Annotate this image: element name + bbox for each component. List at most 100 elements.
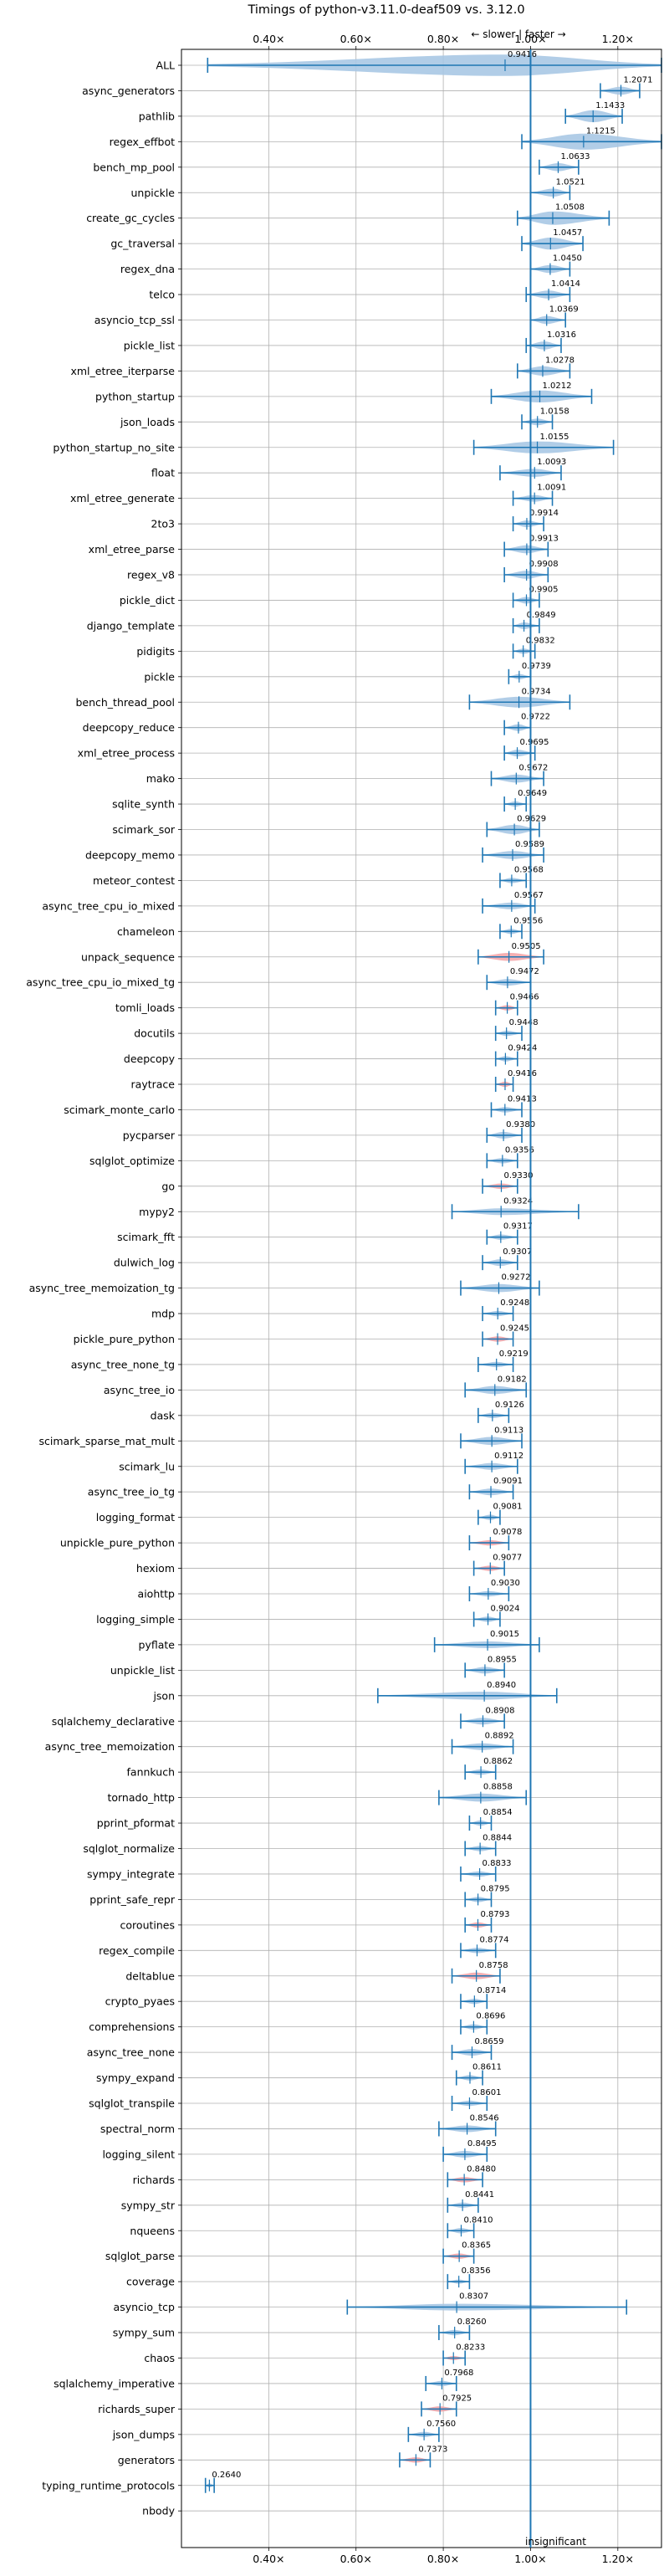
benchmark-label: telco [149,289,175,301]
value-label: 0.9380 [506,1120,535,1129]
benchmark-label: json [152,1689,175,1702]
benchmark-label: python_startup_no_site [53,441,175,453]
benchmark-label: nbody [142,2505,175,2517]
value-label: 0.8833 [483,1859,512,1868]
benchmark-label: sympy_str [121,2199,176,2211]
benchmark-label: async_tree_io_tg [88,1486,175,1498]
benchmark-label: pidigits [136,645,175,658]
value-label: 0.8410 [463,2215,493,2225]
benchmark-label: aiohttp [138,1588,176,1600]
benchmark-label: gc_traversal [110,238,175,250]
value-label: 0.8793 [480,1910,509,1919]
value-label: 0.9472 [510,967,539,976]
benchmark-label: regex_compile [99,1944,175,1957]
benchmark-label: sqlglot_parse [105,2250,175,2262]
benchmark-label: pickle_pure_python [74,1333,175,1345]
value-label: 0.9030 [491,1579,520,1588]
x-tick-label-bottom: 1.00× [514,2553,546,2565]
benchmark-label: sqlglot_transpile [89,2097,175,2110]
value-label: 1.1433 [595,101,625,110]
benchmark-label: xml_etree_iterparse [70,365,175,377]
value-label: 0.9248 [500,1298,529,1308]
value-label: 0.8940 [487,1681,516,1690]
benchmark-label: sqlalchemy_declarative [52,1715,176,1728]
benchmark-label: comprehensions [89,2020,175,2033]
x-tick-label-bottom: 0.80× [427,2553,459,2565]
value-label: 0.8758 [479,1961,508,1970]
benchmark-label: pickle_list [124,339,175,351]
benchmark-label: bench_thread_pool [75,696,175,709]
value-label: 0.9330 [503,1171,533,1180]
value-label: 0.9649 [518,789,547,798]
value-label: 0.9556 [513,916,543,925]
value-label: 0.9734 [522,687,551,696]
value-label: 0.9078 [493,1528,522,1537]
value-label: 0.8546 [470,2113,499,2123]
benchmark-label: float [151,467,175,479]
value-label: 0.8260 [457,2317,487,2327]
value-label: 0.9113 [494,1426,523,1435]
benchmark-label: django_template [87,619,176,632]
value-label: 0.8795 [481,1884,510,1893]
value-label: 0.9849 [527,611,556,620]
benchmark-label: deltablue [125,1969,175,1982]
benchmark-label: hexiom [136,1562,175,1575]
value-label: 0.8365 [462,2241,491,2251]
value-label: 0.9219 [499,1349,529,1359]
benchmark-label: mypy2 [139,1206,175,1218]
benchmark-label: sqlalchemy_imperative [54,2377,175,2389]
value-label: 0.8659 [474,2037,503,2046]
value-label: 1.0158 [540,407,569,416]
value-label: 0.9416 [508,50,537,59]
benchmark-label: meteor_contest [93,874,175,887]
value-label: 1.1215 [586,126,615,136]
value-label: 0.9307 [503,1247,532,1257]
benchmark-label: scimark_lu [119,1460,175,1472]
plot-frame [181,49,662,2548]
benchmark-label: scimark_sparse_mat_mult [39,1435,176,1447]
value-label: 0.9317 [503,1222,533,1232]
value-label: 0.8495 [467,2139,497,2148]
benchmark-label: pickle [144,670,175,683]
grid-lines [181,49,661,2548]
value-label: 0.8858 [483,1783,513,1792]
benchmark-label: unpack_sequence [81,950,175,963]
value-label: 0.9126 [495,1401,524,1410]
value-label: 0.8774 [479,1935,508,1944]
value-label: 0.9245 [500,1324,529,1334]
benchmark-label: typing_runtime_protocols [42,2479,175,2491]
value-label: 0.9913 [529,535,559,544]
benchmark-label: regex_dna [120,263,175,275]
benchmark-label: async_tree_cpu_io_mixed [42,899,175,912]
benchmark-label: mako [146,772,175,785]
benchmark-label: async_tree_cpu_io_mixed_tg [26,976,175,989]
value-label: 1.0521 [556,177,585,187]
value-label: 0.9015 [490,1630,519,1639]
benchmark-label: logging_format [96,1511,175,1524]
value-label: 1.0278 [545,356,575,365]
value-label: 1.2071 [624,75,653,85]
benchmark-label: pickle_dict [120,594,175,607]
benchmark-label: coroutines [120,1918,175,1931]
benchmark-label: coverage [126,2276,175,2288]
benchmark-label: richards_super [98,2403,176,2415]
benchmark-label: chaos [144,2352,175,2364]
value-labels: 0.9416 1.2071 1.1433 1.1215 1.0633 1.0521 1.05… [212,50,652,2480]
value-label: 1.0155 [540,433,569,442]
value-label: 0.9905 [529,585,558,594]
benchmark-label: pprint_pformat [97,1817,175,1830]
benchmark-label: sqlglot_optimize [89,1155,175,1167]
benchmark-label: xml_etree_parse [89,543,176,556]
value-label: 0.9832 [526,636,555,645]
benchmark-label: async_tree_memoization_tg [29,1282,175,1294]
benchmark-label: tornado_http [107,1791,175,1804]
chart-title: Timings of python-v3.11.0-deaf509 vs. 3.… [247,3,524,17]
value-label: 1.0457 [553,228,582,238]
benchmark-label: create_gc_cycles [86,212,175,224]
direction-label: ← slower | faster → [471,28,565,40]
value-label: 0.9077 [493,1554,522,1563]
value-label: 0.8233 [456,2343,485,2353]
benchmark-label: 2to3 [151,518,175,530]
benchmark-label: mdp [151,1308,175,1320]
